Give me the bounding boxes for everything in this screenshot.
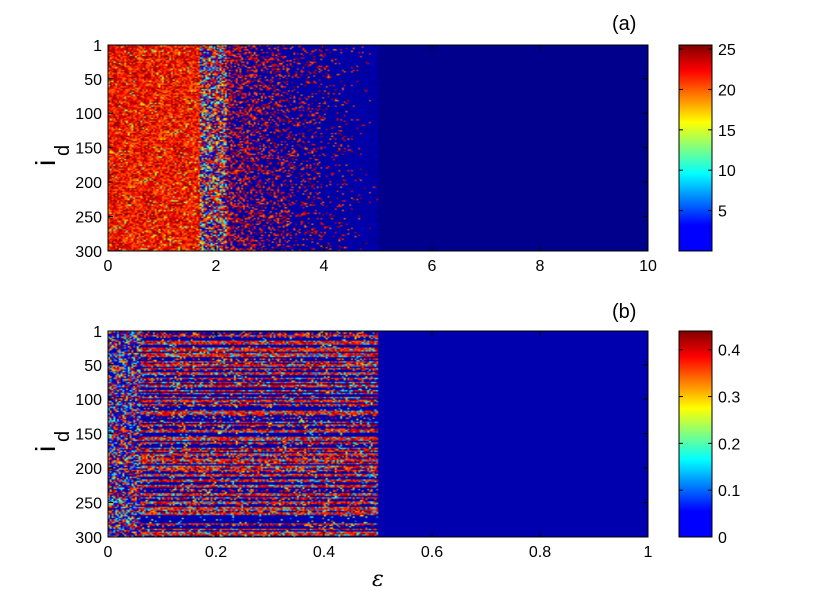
y-tick-label: 200: [75, 461, 102, 478]
y-tick-label: 1: [93, 324, 102, 341]
y-tick-label: 1: [93, 38, 102, 55]
x-tick-label: 4: [320, 258, 329, 275]
colorbar-ticks-b: 0.4 0.3 0.2 0.1 0: [679, 343, 740, 547]
x-tick-label: 0: [104, 258, 113, 275]
colorbar-tick-label: 0.1: [718, 483, 740, 500]
y-tick-label: 250: [75, 496, 102, 513]
x-tick-label: 0.6: [421, 544, 443, 561]
y-axis-label-sub-a: d: [52, 145, 74, 156]
x-tick-label: 1: [644, 544, 653, 561]
x-tick-label: 0.2: [205, 544, 227, 561]
colorbar-tick-label: 0.4: [718, 343, 740, 360]
y-tick-label: 250: [75, 210, 102, 227]
colorbar-b: [678, 330, 713, 538]
y-tick-label: 150: [75, 141, 102, 158]
x-tick-label: 2: [212, 258, 221, 275]
colorbar-tick-label: 0.3: [718, 390, 740, 407]
colorbar-a: [678, 44, 713, 252]
panel-label-b: (b): [612, 301, 636, 323]
heatmap-a-image: [108, 45, 648, 251]
y-tick-label: 100: [75, 106, 102, 123]
colorbar-tick-label: 15: [718, 123, 736, 140]
panel-label-a: (a): [612, 13, 636, 35]
x-tick-label: 0: [104, 544, 113, 561]
y-tick-label: 300: [75, 530, 102, 547]
x-axis-label-b: ε: [372, 567, 384, 592]
y-axis-label-a: i d: [30, 145, 74, 166]
colorbar-ticks-a: 25 20 15 10 5: [679, 42, 736, 221]
x-tick-label: 0.8: [529, 544, 551, 561]
colorbar-tick-label: 20: [718, 82, 736, 99]
x-tick-label: 8: [536, 258, 545, 275]
colorbar-tick-label: 0.2: [718, 436, 740, 453]
x-tick-label: 10: [639, 258, 657, 275]
x-tick-label: 6: [428, 258, 437, 275]
y-tick-label: 50: [84, 358, 102, 375]
x-tick-label: 0.4: [313, 544, 335, 561]
y-axis-label-main-a: i: [30, 160, 61, 166]
y-axis-label-main-b: i: [30, 446, 61, 452]
y-axis-label-b: i d: [30, 431, 74, 452]
colorbar-tick-label: 0: [718, 530, 727, 547]
y-axis-label-sub-b: d: [52, 431, 74, 442]
y-tick-label: 200: [75, 175, 102, 192]
y-tick-label: 100: [75, 392, 102, 409]
colorbar-tick-label: 5: [718, 204, 727, 221]
colorbar-tick-label: 25: [718, 42, 736, 59]
y-tick-label: 150: [75, 427, 102, 444]
y-tick-label: 300: [75, 244, 102, 261]
heatmap-b-image: [108, 331, 648, 537]
y-tick-label: 50: [84, 72, 102, 89]
colorbar-tick-label: 10: [718, 163, 736, 180]
